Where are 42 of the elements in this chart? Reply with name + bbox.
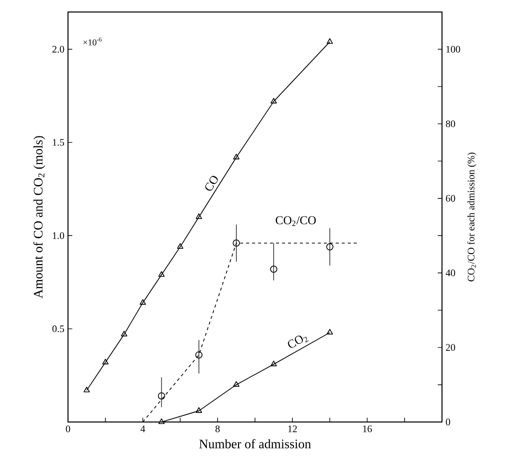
y-tick-label: 1.5 (52, 139, 64, 146)
point (195, 351, 202, 358)
x-tick-label: 0 (66, 426, 70, 432)
point (270, 266, 278, 273)
point (233, 381, 240, 387)
text: CO$_{2}$ (288, 336, 309, 348)
y2-tick-label: 0 (446, 418, 450, 426)
annotation: ×10$^{-6}$ (83, 38, 102, 46)
point (326, 243, 334, 250)
y-tick-label: 2.0 (52, 46, 64, 53)
y-axis-title: Amount of CO and CO$_{2}$ (mols) (33, 136, 46, 298)
y2-tick-label: 60 (446, 195, 456, 202)
y2-axis-title: CO$_{2}$/CO for each admission (%) (467, 152, 476, 282)
y-tick-label: 1.0 (52, 232, 64, 240)
x-tick-label: 12 (288, 426, 297, 432)
point (196, 407, 202, 413)
point (158, 271, 165, 277)
point (326, 328, 333, 335)
y2-tick-label: 100 (446, 46, 460, 53)
x-tick-label: 16 (363, 426, 372, 432)
point (232, 240, 240, 247)
y-tick-label: 0.5 (52, 325, 64, 332)
x-tick-label: 8 (215, 426, 220, 432)
point (233, 154, 240, 160)
point (270, 98, 277, 104)
x-axis-title: Number of admission (199, 439, 311, 448)
point (326, 38, 333, 44)
point (196, 213, 202, 219)
point (158, 418, 165, 424)
x-tick-label: 4 (140, 426, 146, 432)
point (120, 330, 128, 336)
text: CO (205, 176, 218, 191)
y2-tick-label: 80 (446, 120, 456, 128)
point (177, 243, 184, 249)
point (270, 360, 277, 366)
point (158, 392, 166, 400)
y2-tick-label: 40 (446, 270, 456, 276)
point (102, 358, 109, 364)
point (84, 386, 90, 392)
series-label: CO$_{2}$/CO (276, 216, 316, 226)
y2-tick-label: 20 (446, 344, 456, 351)
point (140, 299, 146, 305)
